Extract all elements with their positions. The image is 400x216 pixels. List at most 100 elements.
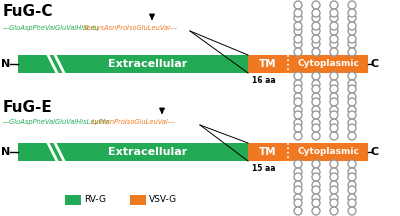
Circle shape (348, 106, 356, 114)
Circle shape (294, 124, 302, 132)
Text: VSV-G: VSV-G (149, 195, 177, 205)
Circle shape (294, 98, 302, 106)
Circle shape (348, 194, 356, 202)
Circle shape (312, 35, 320, 43)
Circle shape (294, 132, 302, 140)
Circle shape (348, 93, 356, 101)
Circle shape (348, 85, 356, 93)
Circle shape (330, 22, 338, 30)
Circle shape (294, 199, 302, 207)
Circle shape (330, 1, 338, 9)
Circle shape (294, 160, 302, 168)
Circle shape (294, 93, 302, 101)
Circle shape (348, 173, 356, 181)
Circle shape (348, 72, 356, 80)
Circle shape (330, 85, 338, 93)
Circle shape (348, 80, 356, 88)
Circle shape (330, 80, 338, 88)
Circle shape (348, 9, 356, 17)
Text: FuG-E: FuG-E (3, 100, 53, 115)
Text: 15 aa: 15 aa (252, 164, 276, 173)
Bar (248, 55, 288, 73)
Circle shape (348, 35, 356, 43)
Circle shape (312, 132, 320, 140)
Circle shape (312, 194, 320, 202)
Circle shape (348, 181, 356, 189)
Circle shape (330, 14, 338, 22)
Text: TM: TM (259, 59, 277, 69)
Circle shape (330, 168, 338, 176)
Circle shape (330, 35, 338, 43)
Circle shape (312, 40, 320, 48)
Text: Cytoplasmic: Cytoplasmic (297, 59, 359, 68)
Circle shape (294, 111, 302, 119)
Text: RV-G: RV-G (84, 195, 106, 205)
Text: 16 aa: 16 aa (252, 76, 276, 85)
Circle shape (294, 85, 302, 93)
Text: C: C (371, 147, 379, 157)
Circle shape (312, 22, 320, 30)
Circle shape (312, 72, 320, 80)
Bar (18, 55, 248, 73)
Circle shape (312, 1, 320, 9)
Circle shape (330, 98, 338, 106)
Circle shape (312, 186, 320, 194)
Circle shape (312, 160, 320, 168)
Circle shape (312, 85, 320, 93)
Circle shape (312, 9, 320, 17)
Text: Extracellular: Extracellular (108, 147, 188, 157)
Circle shape (330, 124, 338, 132)
Circle shape (294, 9, 302, 17)
Circle shape (330, 132, 338, 140)
Circle shape (330, 181, 338, 189)
Circle shape (294, 80, 302, 88)
Circle shape (294, 22, 302, 30)
Circle shape (294, 106, 302, 114)
Bar (130, 195, 146, 205)
Circle shape (330, 48, 338, 56)
Circle shape (294, 168, 302, 176)
Circle shape (330, 199, 338, 207)
Circle shape (312, 98, 320, 106)
Circle shape (294, 173, 302, 181)
Text: C: C (371, 59, 379, 69)
Text: FuG-C: FuG-C (3, 4, 54, 19)
Circle shape (348, 207, 356, 215)
Circle shape (330, 106, 338, 114)
Circle shape (330, 207, 338, 215)
Circle shape (330, 9, 338, 17)
Circle shape (348, 14, 356, 22)
Circle shape (348, 111, 356, 119)
Circle shape (330, 93, 338, 101)
Circle shape (312, 14, 320, 22)
Circle shape (348, 22, 356, 30)
Circle shape (312, 48, 320, 56)
Circle shape (330, 186, 338, 194)
Circle shape (348, 124, 356, 132)
Bar (288, 55, 368, 73)
Circle shape (330, 160, 338, 168)
Text: ---GluAspPheValGluValHisLeu: ---GluAspPheValGluValHisLeu (3, 25, 100, 31)
Text: TM: TM (259, 147, 277, 157)
Circle shape (294, 72, 302, 80)
Circle shape (330, 194, 338, 202)
Circle shape (330, 119, 338, 127)
Text: N: N (1, 59, 11, 69)
Bar (248, 143, 288, 161)
Circle shape (312, 173, 320, 181)
Circle shape (348, 168, 356, 176)
Circle shape (312, 199, 320, 207)
Text: SerLysAsnProIsoGluLeuVal---: SerLysAsnProIsoGluLeuVal--- (83, 25, 178, 31)
Bar (288, 143, 368, 161)
Circle shape (330, 111, 338, 119)
Circle shape (294, 194, 302, 202)
Circle shape (312, 168, 320, 176)
Circle shape (294, 119, 302, 127)
Circle shape (294, 35, 302, 43)
Bar (18, 143, 248, 161)
Circle shape (312, 207, 320, 215)
Circle shape (312, 124, 320, 132)
Circle shape (348, 119, 356, 127)
Circle shape (294, 40, 302, 48)
Circle shape (348, 132, 356, 140)
